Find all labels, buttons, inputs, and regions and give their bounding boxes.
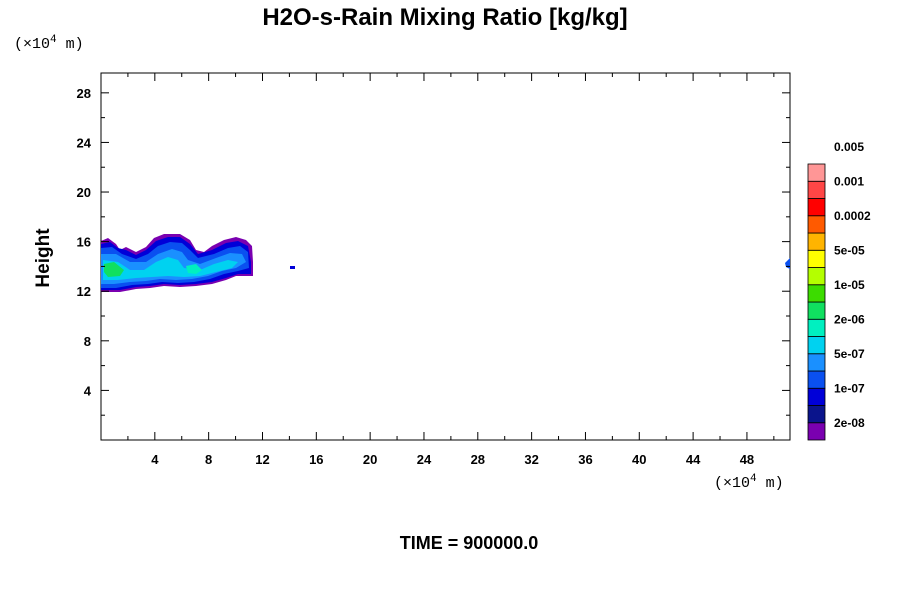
rain-core-green — [104, 262, 124, 277]
chart-title: H2O-s-Rain Mixing Ratio [kg/kg] — [262, 4, 627, 31]
y-tick-label: 24 — [77, 135, 92, 150]
x-tick-label: 48 — [740, 452, 754, 467]
colorbar: 2e-08 1e-07 5e-07 2e-06 1e-05 5e-05 0.0002 0.00… — [807, 140, 871, 441]
colorbar-swatch — [807, 387, 826, 406]
colorbar-label: 0.0002 — [834, 209, 871, 223]
rain-cell — [290, 266, 295, 269]
colorbar-label: 2e-08 — [834, 416, 865, 430]
y-tick-label: 4 — [84, 383, 92, 398]
rain-core-cyan — [103, 257, 238, 280]
x-unit-label: (×104 m) — [714, 473, 784, 492]
rain-field — [101, 234, 790, 292]
time-label: TIME = 900000.0 — [400, 533, 539, 553]
x-tick-label: 4 — [151, 452, 159, 467]
y-tick-label: 16 — [77, 235, 91, 250]
y-tick-label: 28 — [77, 86, 91, 101]
colorbar-swatch — [807, 301, 826, 320]
colorbar-label: 2e-06 — [834, 312, 865, 326]
x-tick-label: 16 — [309, 452, 323, 467]
colorbar-swatch — [807, 318, 826, 337]
colorbar-label: 1e-07 — [834, 381, 865, 395]
colorbar-swatch — [807, 353, 826, 372]
x-tick-label: 28 — [471, 452, 485, 467]
y-tick-label: 20 — [77, 185, 91, 200]
colorbar-swatch — [807, 232, 826, 251]
colorbar-swatch — [807, 422, 826, 441]
x-tick-label: 12 — [255, 452, 269, 467]
x-tick-label: 20 — [363, 452, 377, 467]
colorbar-label: 5e-07 — [834, 347, 865, 361]
colorbar-swatch — [807, 336, 826, 355]
colorbar-swatch — [807, 249, 826, 268]
colorbar-label: 5e-05 — [834, 243, 865, 257]
colorbar-swatch — [807, 198, 826, 217]
colorbar-swatch — [807, 215, 826, 234]
colorbar-label: 1e-05 — [834, 278, 865, 292]
y-axis-ticks: 4 8 12 16 20 24 28 — [77, 86, 790, 416]
x-tick-label: 24 — [417, 452, 432, 467]
y-tick-label: 8 — [84, 334, 91, 349]
y-axis-label: Height — [33, 228, 54, 288]
x-tick-label: 36 — [578, 452, 592, 467]
colorbar-label: 0.005 — [834, 140, 864, 154]
colorbar-swatch — [807, 163, 826, 182]
colorbar-swatch — [807, 405, 826, 424]
colorbar-swatch — [807, 370, 826, 389]
rain-core-green — [186, 264, 202, 274]
colorbar-swatch — [807, 267, 826, 286]
x-tick-label: 44 — [686, 452, 701, 467]
x-tick-label: 32 — [524, 452, 538, 467]
x-axis-ticks: 4 8 12 16 20 24 28 32 36 40 44 48 — [127, 73, 775, 467]
colorbar-swatch — [807, 180, 826, 199]
y-tick-label: 12 — [77, 284, 91, 299]
colorbar-swatch — [807, 284, 826, 303]
y-unit-label: (×104 m) — [14, 34, 84, 53]
x-tick-label: 8 — [205, 452, 212, 467]
x-tick-label: 40 — [632, 452, 646, 467]
colorbar-label: 0.001 — [834, 174, 864, 188]
